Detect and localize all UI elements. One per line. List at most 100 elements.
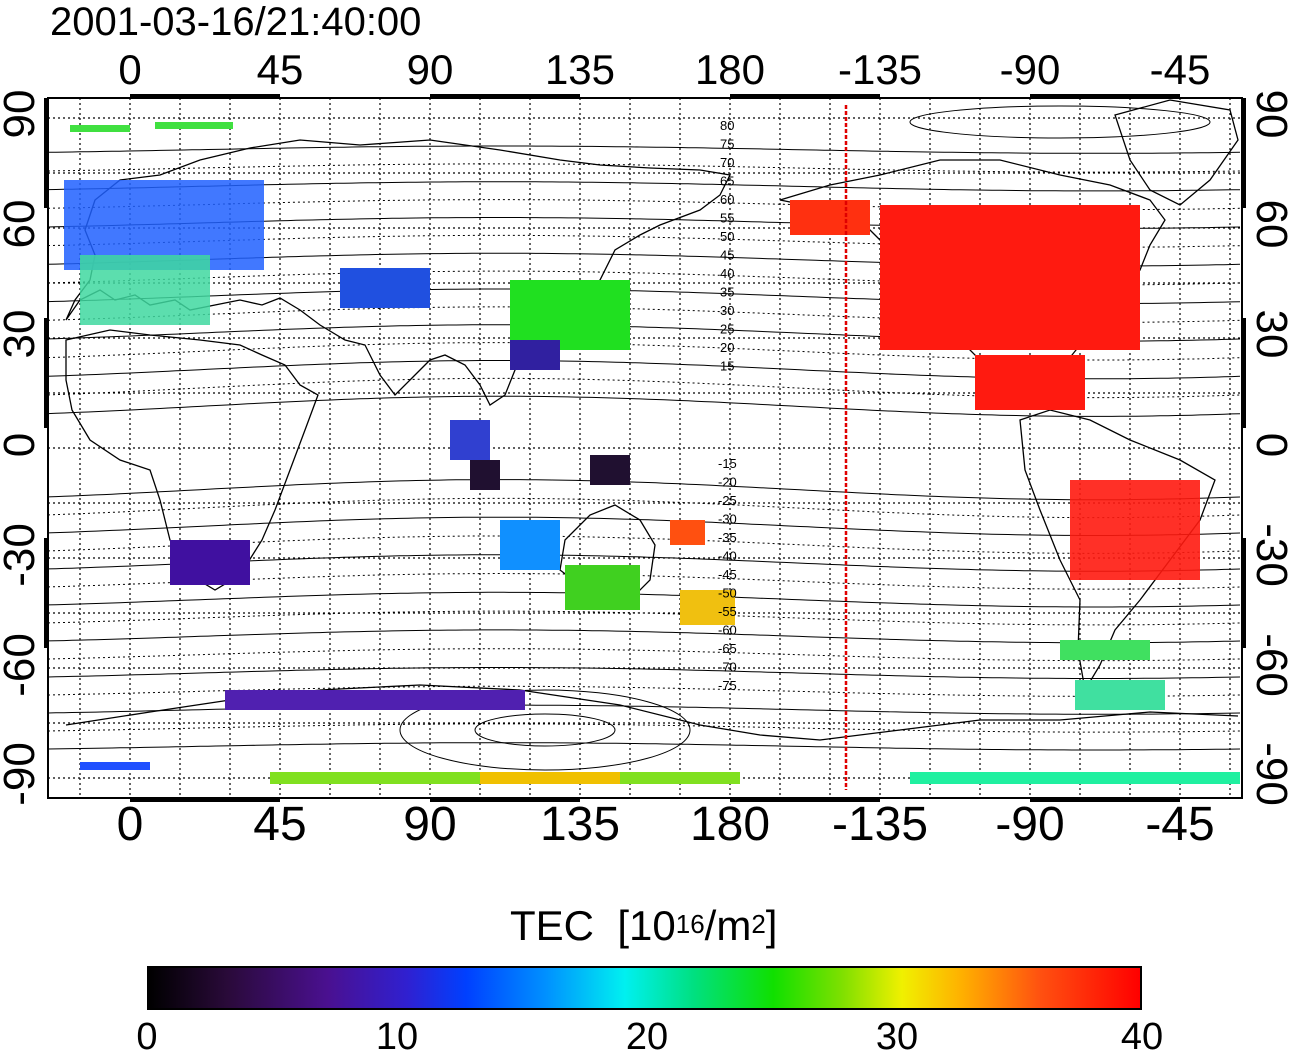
colorbar-unit-open: [10: [617, 902, 676, 949]
contour-label: 45: [720, 248, 734, 263]
colorbar-title: TEC [1016/m2]: [510, 903, 777, 949]
lon-tick-top: -90: [999, 46, 1061, 93]
tec-patch-borneo: [470, 460, 500, 490]
tec-patch-south-africa: [170, 540, 250, 585]
contour-labels: 80 75 70 65 60 55 50 45 40 35 30 25 20 15 -15 -20 -25 -30…: [718, 118, 737, 693]
contour-label: 20: [720, 340, 734, 355]
tec-patch-arctic-1: [70, 125, 130, 132]
tec-patch-central-america: [975, 355, 1085, 410]
colorbar-tick: 20: [625, 1016, 669, 1058]
tec-patch-new-zealand: [680, 590, 735, 625]
magnetic-contour: [47, 395, 1241, 417]
tec-patch-patagonia: [1060, 640, 1150, 660]
contour-label: -35: [718, 530, 737, 545]
magnetic-contour: [47, 535, 1241, 554]
magnetic-contour: [47, 342, 1241, 361]
tec-patch-north-america: [880, 205, 1140, 350]
lon-tick-top: -45: [1149, 46, 1211, 93]
colorbar-unit-mid: /m: [704, 902, 752, 949]
coastline-africa: [65, 329, 319, 591]
contour-label: -70: [718, 660, 737, 675]
tec-patch-japan: [510, 280, 630, 350]
magnetic-pole-contour: [399, 689, 691, 771]
contour-label: -40: [718, 549, 737, 564]
contour-label: -15: [718, 456, 737, 471]
magnetic-contour: [47, 573, 1241, 590]
lon-tick-bottom: 45: [253, 798, 307, 851]
contour-label: 65: [720, 174, 734, 189]
tec-patch-east-australia: [565, 565, 640, 610]
magnetic-contour: [47, 270, 1241, 286]
colorbar-unit-close: ]: [765, 902, 778, 949]
magnetic-contour: [47, 306, 1241, 323]
tec-patch-arctic-2: [155, 122, 233, 129]
lon-tick-top: 90: [406, 46, 454, 93]
lon-tick-bottom: 135: [539, 798, 621, 851]
contour-label: 55: [720, 211, 734, 226]
tec-patch-alaska: [790, 200, 870, 235]
tec-patch-east-china: [510, 340, 560, 370]
contour-label: 70: [720, 155, 734, 170]
colorbar-tick: 30: [875, 1016, 919, 1058]
magnetic-contour: [47, 497, 1241, 519]
magnetic-contour: [47, 742, 1241, 751]
magnetic-contour: [47, 234, 1241, 248]
lon-tick-bottom: -90: [995, 798, 1065, 851]
tec-patch-west-australia: [500, 520, 560, 570]
lon-tick-top: 180: [694, 46, 766, 93]
magnetic-pole-contour: [909, 105, 1211, 139]
lon-tick-top: 135: [544, 46, 616, 93]
coastline-south-america: [1019, 409, 1216, 692]
contour-label: -75: [718, 678, 737, 693]
magnetic-contour: [47, 199, 1241, 211]
tec-colorbar: [147, 966, 1142, 1010]
tec-patch-antarctic-east: [910, 772, 1240, 784]
colorbar-tick: 10: [375, 1016, 419, 1058]
contour-label: -50: [718, 586, 737, 601]
contour-label: -25: [718, 493, 737, 508]
magnetic-contour: [47, 516, 1241, 536]
lon-tick-bottom: -135: [831, 798, 929, 851]
magnetic-contour: [47, 685, 1241, 697]
magnetic-contour: [47, 163, 1241, 173]
contour-label: 80: [720, 118, 734, 133]
frame-tick-bars: [44, 94, 1246, 802]
contour-label: 35: [720, 285, 734, 300]
colorbar-unit-exponent: 16: [675, 909, 705, 939]
magnetic-contour: [47, 479, 1241, 501]
contour-label: 75: [720, 137, 734, 152]
colorbar-title-label: TEC: [510, 902, 594, 949]
tec-patch-new-guinea: [590, 455, 630, 485]
magnetic-pole-contour: [474, 713, 616, 747]
contour-label: 40: [720, 266, 734, 281]
lon-tick-bottom: 0: [116, 798, 144, 851]
lon-tick-top: -135: [837, 46, 923, 93]
magnetic-contour: [47, 667, 1241, 679]
contour-label: 25: [720, 322, 734, 337]
tec-patch-antarctic-indian: [225, 690, 525, 710]
magnetic-contour: [47, 723, 1241, 733]
contour-label: -65: [718, 641, 737, 656]
contour-label: -45: [718, 567, 737, 582]
tec-patch-antarctic-yellow: [480, 772, 620, 784]
tec-patch-south-america: [1070, 480, 1200, 580]
contour-label: -60: [718, 623, 737, 638]
lon-tick-bottom: -45: [1145, 798, 1215, 851]
tec-data-patches: [64, 122, 1240, 784]
tec-patch-nz-north: [670, 520, 705, 545]
tec-patch-antarctic-west: [80, 762, 150, 770]
magnetic-contour: [47, 629, 1241, 644]
magnetic-contour: [47, 648, 1241, 662]
tec-patch-indonesia: [450, 420, 490, 460]
tec-patch-central-asia: [340, 268, 430, 308]
map-timestamp: 2001-03-16/21:40:00: [50, 0, 422, 44]
magnetic-contour: [47, 591, 1241, 608]
contour-label: -55: [718, 604, 737, 619]
magnetic-contour: [47, 610, 1241, 626]
tec-world-map: 80 75 70 65 60 55 50 45 40 35 30 25 20 15 -15 -20 -25 -30…: [44, 94, 1246, 802]
lon-tick-top: 45: [256, 46, 304, 93]
contour-label: 30: [720, 303, 734, 318]
tec-patch-drake: [1075, 680, 1165, 710]
lon-tick-bottom: 180: [689, 798, 771, 851]
coastline-greenland: [1114, 99, 1239, 206]
